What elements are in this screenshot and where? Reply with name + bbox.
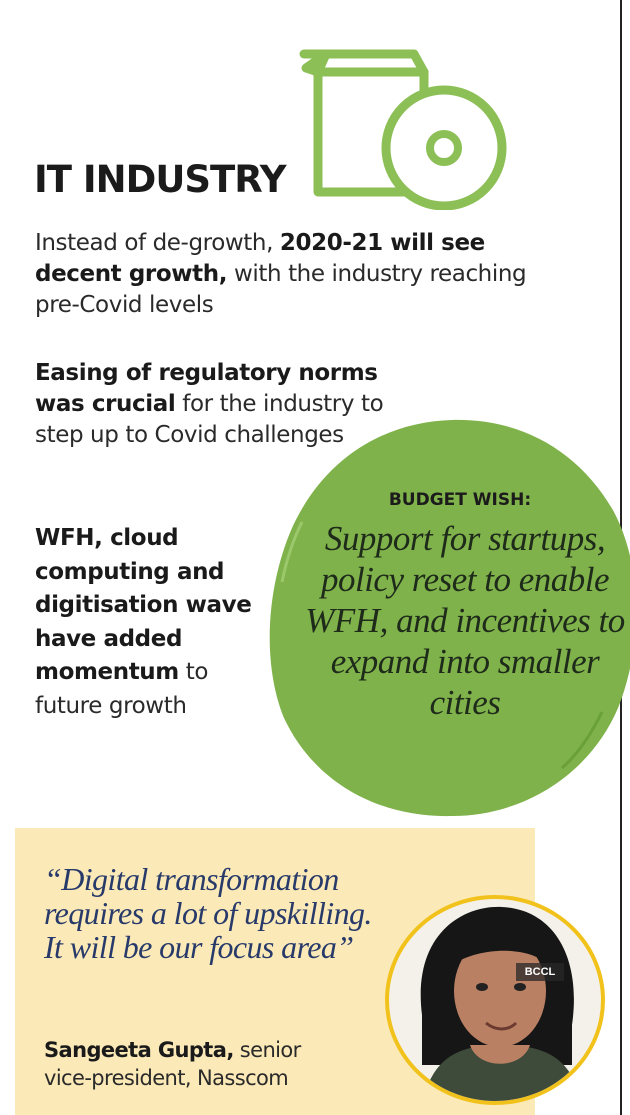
quote-attribution: Sangeeta Gupta, senior vice-president, N… [44, 1036, 344, 1092]
point-wfh: WFH, cloud computing and digitisation wa… [35, 522, 265, 723]
budget-wish-text: Support for startups, policy reset to en… [305, 519, 625, 722]
point-growth-plain-a: Instead of de-growth, [35, 230, 280, 256]
point-growth-plain-b: with the industry reaching pre-Covid lev… [35, 261, 527, 318]
speaker-designation: senior vice-president, Nasscom [44, 1038, 301, 1090]
point-regulatory: Easing of regulatory norms was crucial f… [35, 358, 395, 451]
point-growth: Instead of de-growth, 2020-21 will see d… [35, 228, 535, 321]
point-regulatory-plain: for the industry to step up to Covid cha… [35, 391, 384, 448]
speaker-name: Sangeeta Gupta, [44, 1038, 234, 1062]
quote-text: “Digital transformation requires a lot o… [44, 861, 372, 965]
section-title: IT INDUSTRY [34, 158, 287, 201]
point-wfh-bold: WFH, cloud computing and digitisation wa… [35, 525, 252, 685]
point-wfh-plain: to future growth [35, 659, 209, 719]
photo-credit: BCCL [516, 963, 564, 981]
software-box-disc-icon [299, 49, 507, 210]
speaker-portrait [385, 895, 605, 1105]
budget-wish-blob [269, 419, 630, 817]
point-regulatory-bold: Easing of regulatory norms was crucial [35, 360, 378, 417]
budget-wish-heading: BUDGET WISH: [388, 490, 532, 510]
point-growth-bold: 2020-21 will see decent growth, [35, 230, 485, 287]
